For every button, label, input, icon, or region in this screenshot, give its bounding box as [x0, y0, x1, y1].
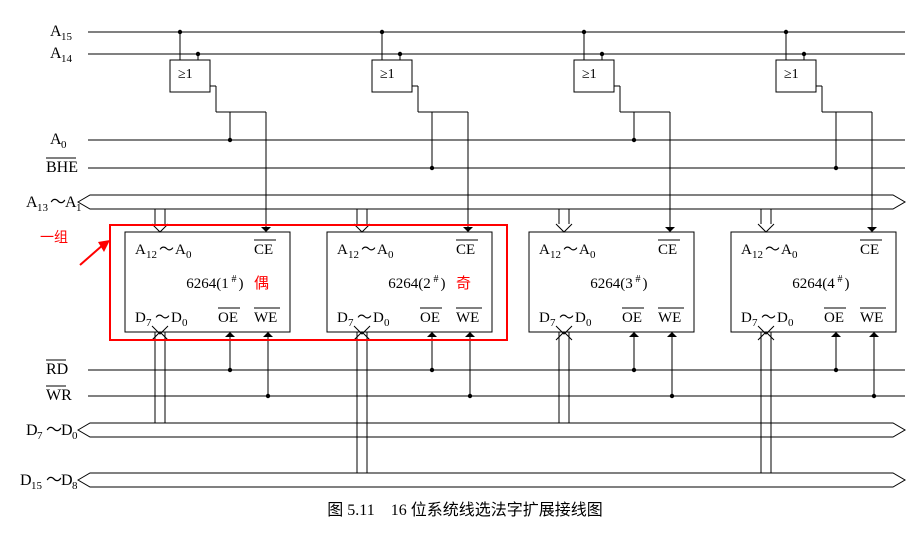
- svg-text:D: D: [61, 422, 73, 439]
- svg-text:#: #: [636, 274, 641, 285]
- svg-text:15: 15: [31, 480, 43, 492]
- svg-text:D: D: [337, 310, 348, 326]
- svg-text:0: 0: [586, 317, 592, 329]
- red-annotation-text: 一组: [40, 230, 68, 246]
- svg-text:#: #: [434, 274, 439, 285]
- svg-text:7: 7: [348, 317, 354, 329]
- svg-text:12: 12: [146, 249, 157, 261]
- svg-text:≥1: ≥1: [784, 67, 799, 82]
- svg-text:WE: WE: [254, 310, 277, 326]
- svg-text:～: ～: [761, 310, 776, 326]
- svg-text:0: 0: [72, 430, 78, 442]
- svg-text:): ): [643, 276, 648, 292]
- red-note: 奇: [456, 275, 471, 292]
- svg-text:0: 0: [792, 249, 798, 261]
- svg-text:A: A: [579, 242, 590, 258]
- svg-text:6264(2: 6264(2: [388, 276, 431, 292]
- svg-text:12: 12: [348, 249, 359, 261]
- svg-text:): ): [239, 276, 244, 292]
- svg-text:12: 12: [550, 249, 561, 261]
- svg-text:～: ～: [155, 310, 170, 326]
- svg-text:7: 7: [752, 317, 758, 329]
- svg-text:～: ～: [50, 194, 66, 211]
- svg-text:6264(3: 6264(3: [590, 276, 633, 292]
- svg-text:0: 0: [788, 317, 794, 329]
- svg-text:CE: CE: [658, 242, 677, 258]
- svg-text:A: A: [781, 242, 792, 258]
- red-arrow: [98, 240, 110, 252]
- svg-text:6264(4: 6264(4: [792, 276, 835, 292]
- svg-text:～: ～: [357, 310, 372, 326]
- svg-text:D: D: [171, 310, 182, 326]
- svg-text:D: D: [26, 422, 38, 439]
- svg-text:WE: WE: [456, 310, 479, 326]
- svg-text:A: A: [135, 242, 146, 258]
- svg-text:～: ～: [559, 310, 574, 326]
- svg-text:0: 0: [61, 139, 67, 151]
- svg-text:0: 0: [388, 249, 394, 261]
- circuit-diagram: A15A14A0BHEA13～A1RDWRD7～D0D15～D8≥1≥1≥1≥1…: [10, 10, 909, 527]
- figure-caption: 图 5.11 16 位系统线选法字扩展接线图: [327, 501, 602, 519]
- svg-text:OE: OE: [622, 310, 642, 326]
- svg-text:0: 0: [384, 317, 390, 329]
- svg-text:14: 14: [61, 53, 73, 65]
- red-note: 偶: [254, 275, 269, 292]
- svg-text:): ): [845, 276, 850, 292]
- svg-text:～: ～: [765, 242, 780, 258]
- svg-text:～: ～: [46, 472, 62, 489]
- svg-text:#: #: [838, 274, 843, 285]
- svg-text:12: 12: [752, 249, 763, 261]
- svg-text:CE: CE: [456, 242, 475, 258]
- svg-text:WE: WE: [658, 310, 681, 326]
- svg-text:15: 15: [61, 31, 73, 43]
- svg-text:D: D: [777, 310, 788, 326]
- svg-text:OE: OE: [218, 310, 238, 326]
- svg-text:D: D: [575, 310, 586, 326]
- svg-text:A: A: [377, 242, 388, 258]
- svg-text:～: ～: [361, 242, 376, 258]
- svg-text:WE: WE: [860, 310, 883, 326]
- svg-text:D: D: [135, 310, 146, 326]
- svg-text:0: 0: [590, 249, 596, 261]
- svg-text:D: D: [373, 310, 384, 326]
- svg-text:6264(1: 6264(1: [186, 276, 229, 292]
- svg-text:7: 7: [550, 317, 556, 329]
- svg-text:≥1: ≥1: [380, 67, 395, 82]
- svg-text:7: 7: [37, 430, 43, 442]
- svg-text:D: D: [20, 472, 32, 489]
- svg-text:A: A: [175, 242, 186, 258]
- svg-text:D: D: [539, 310, 550, 326]
- svg-text:RD: RD: [46, 361, 68, 378]
- svg-text:～: ～: [159, 242, 174, 258]
- svg-text:A: A: [741, 242, 752, 258]
- svg-text:～: ～: [46, 422, 62, 439]
- svg-text:): ): [441, 276, 446, 292]
- svg-text:A: A: [337, 242, 348, 258]
- svg-text:～: ～: [563, 242, 578, 258]
- svg-text:7: 7: [146, 317, 152, 329]
- svg-text:D: D: [61, 472, 73, 489]
- svg-text:≥1: ≥1: [582, 67, 597, 82]
- svg-text:0: 0: [186, 249, 192, 261]
- svg-text:OE: OE: [824, 310, 844, 326]
- svg-text:8: 8: [72, 480, 78, 492]
- svg-text:A: A: [539, 242, 550, 258]
- svg-text:BHE: BHE: [46, 159, 78, 176]
- svg-text:#: #: [232, 274, 237, 285]
- svg-text:13: 13: [37, 202, 49, 214]
- svg-text:CE: CE: [860, 242, 879, 258]
- svg-text:0: 0: [182, 317, 188, 329]
- svg-text:≥1: ≥1: [178, 67, 193, 82]
- svg-text:OE: OE: [420, 310, 440, 326]
- svg-text:D: D: [741, 310, 752, 326]
- svg-text:CE: CE: [254, 242, 273, 258]
- svg-text:WR: WR: [46, 387, 72, 404]
